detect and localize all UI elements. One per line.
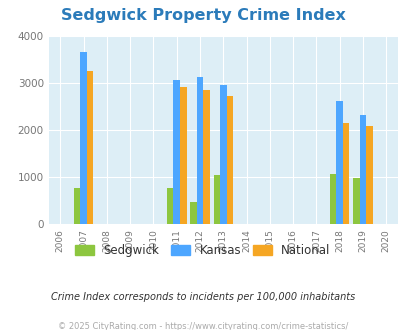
Bar [213, 175, 220, 224]
Bar [329, 174, 336, 224]
Bar [226, 96, 232, 224]
Text: Sedgwick Property Crime Index: Sedgwick Property Crime Index [60, 8, 345, 23]
Bar [203, 90, 209, 224]
Bar [173, 80, 179, 224]
Bar [220, 85, 226, 224]
Bar [359, 115, 365, 224]
Bar [352, 178, 359, 224]
Bar [365, 126, 372, 224]
Bar [80, 52, 87, 224]
Bar [179, 87, 186, 224]
Bar [166, 188, 173, 224]
Bar [87, 71, 93, 224]
Bar [336, 101, 342, 224]
Bar [74, 188, 80, 224]
Bar [190, 202, 196, 224]
Legend: Sedgwick, Kansas, National: Sedgwick, Kansas, National [70, 239, 335, 261]
Bar [342, 123, 349, 224]
Text: © 2025 CityRating.com - https://www.cityrating.com/crime-statistics/: © 2025 CityRating.com - https://www.city… [58, 322, 347, 330]
Text: Crime Index corresponds to incidents per 100,000 inhabitants: Crime Index corresponds to incidents per… [51, 292, 354, 302]
Bar [196, 77, 203, 224]
